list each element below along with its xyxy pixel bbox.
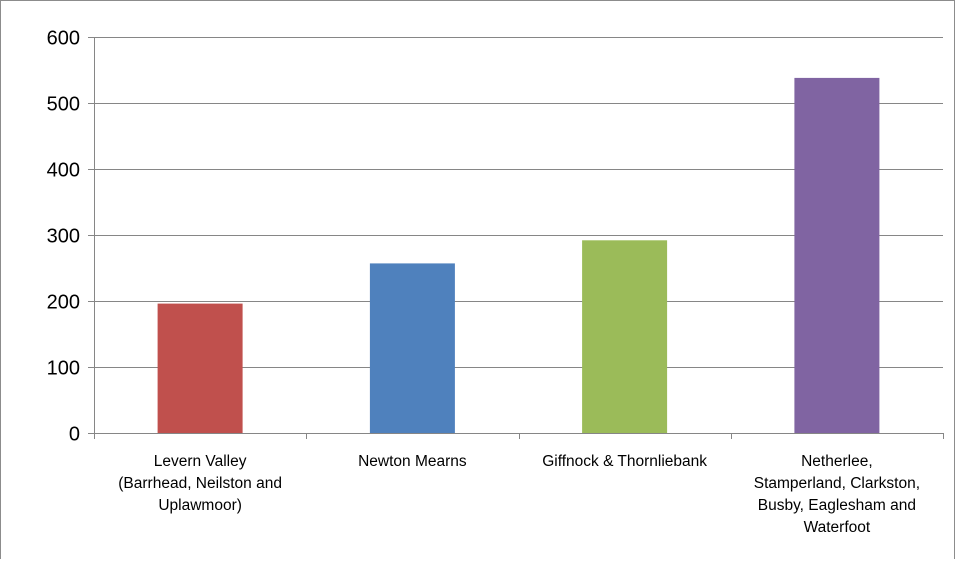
x-tick-label-line: Uplawmoor) (158, 497, 242, 514)
x-tick-label: Levern Valley (Barrhead, Neilston and Upla… (118, 453, 282, 514)
x-tick-label-line: Netherlee, (801, 453, 873, 470)
x-tick-label: Giffnock & Thornliebank (542, 453, 707, 470)
bar (794, 77, 880, 434)
x-tick-label: Newton Mearns (358, 453, 467, 470)
bar (157, 303, 243, 433)
x-tick-label-line: Busby, Eaglesham and (758, 497, 916, 514)
x-tick-label-line: (Barrhead, Neilston and (118, 475, 282, 492)
y-tick-label: 600 (47, 28, 80, 50)
y-tick-label: 100 (47, 358, 80, 380)
tick-labels: 0 100 200 300 400 500 600 Levern Valley (Barrhea… (47, 28, 920, 537)
x-tick-label: Netherlee, Stamperland, Clarkston, Busby, … (754, 453, 920, 536)
bar (369, 263, 455, 433)
x-tick-label-line: Stamperland, Clarkston, (754, 475, 920, 492)
y-tick-label: 300 (47, 226, 80, 248)
y-tick-label: 0 (69, 424, 80, 446)
bar (582, 240, 668, 433)
y-tick-label: 200 (47, 292, 80, 314)
bars (157, 77, 880, 434)
axes (88, 37, 944, 439)
x-tick-label-line: Waterfoot (804, 519, 871, 536)
x-tick-label-line: Levern Valley (154, 453, 247, 470)
x-tick-label-line: Giffnock & Thornliebank (542, 453, 707, 470)
y-tick-label: 400 (47, 160, 80, 182)
y-tick-label: 500 (47, 94, 80, 116)
x-tick-label-line: Newton Mearns (358, 453, 467, 470)
